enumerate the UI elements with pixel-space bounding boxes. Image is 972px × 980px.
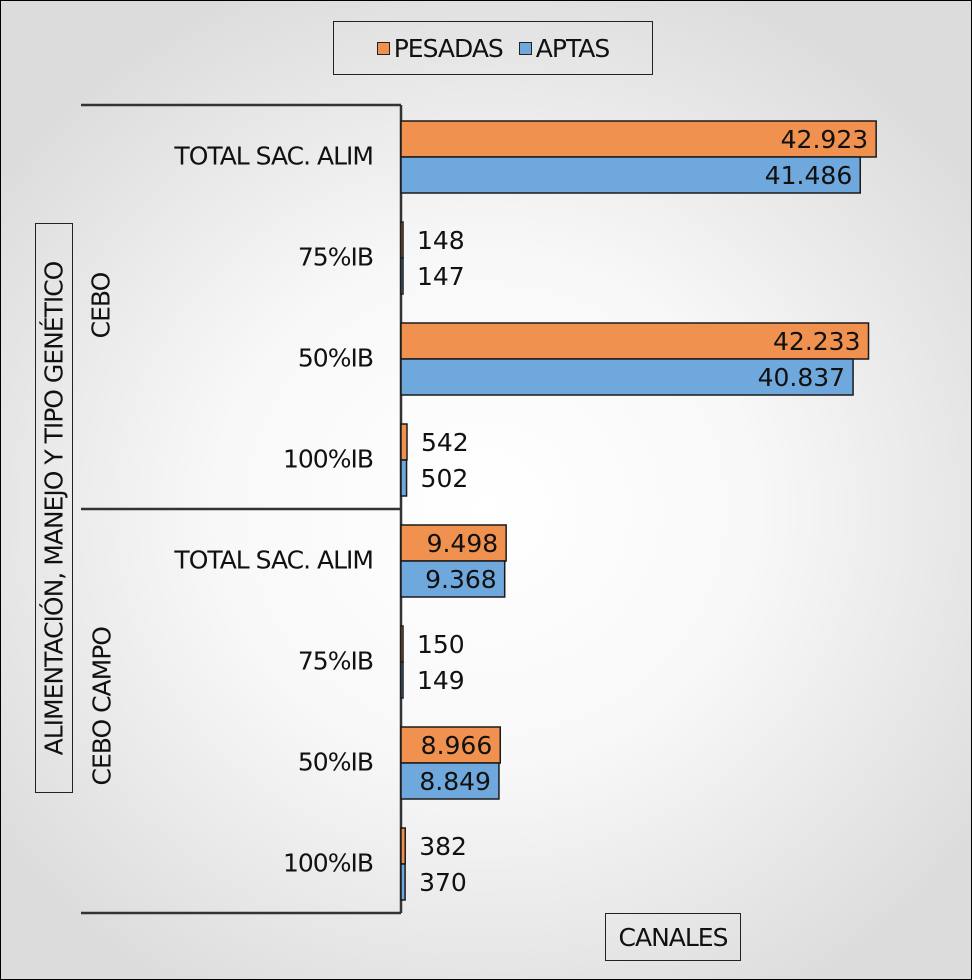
category-label: 50%IB — [298, 344, 373, 373]
legend-label-aptas: APTAS — [535, 33, 610, 63]
bar-aptas — [400, 156, 861, 194]
category-label: TOTAL SAC. ALIM — [173, 546, 373, 575]
category-label: 100%IB — [283, 849, 373, 878]
data-label-pesadas: 150 — [417, 630, 465, 659]
data-label-aptas: 40.837 — [758, 363, 845, 392]
group-label-cebo: CEBO — [86, 272, 116, 339]
category-label: TOTAL SAC. ALIM — [173, 142, 373, 171]
data-label-aptas: 149 — [417, 666, 465, 695]
x-axis-title: CANALES — [605, 913, 741, 961]
group-label-cebo-campo: CEBO CAMPO — [87, 627, 117, 786]
bar-aptas — [400, 257, 404, 295]
data-label-pesadas: 42.233 — [773, 327, 860, 356]
data-label-pesadas: 382 — [419, 832, 467, 861]
bar-aptas — [400, 661, 404, 699]
data-label-pesadas: 8.966 — [421, 731, 493, 760]
y-axis-title-text: ALIMENTACIÓN, MANEJO Y TIPO GENÉTICO — [39, 261, 69, 755]
bar-pesadas — [400, 524, 507, 562]
bar-aptas — [400, 560, 506, 598]
data-label-aptas: 8.849 — [419, 767, 491, 796]
data-label-pesadas: 542 — [421, 428, 469, 457]
legend-item-pesadas: PESADAS — [376, 33, 504, 63]
data-label-aptas: 502 — [421, 464, 469, 493]
data-label-pesadas: 9.498 — [427, 529, 499, 558]
data-label-aptas: 41.486 — [765, 161, 852, 190]
bar-pesadas — [400, 423, 408, 461]
data-label-pesadas: 42.923 — [781, 125, 868, 154]
bar-pesadas — [400, 726, 502, 764]
x-axis-title-text: CANALES — [618, 922, 729, 952]
bar-aptas — [400, 762, 500, 800]
legend-swatch-pesadas — [376, 41, 390, 55]
bar-pesadas — [400, 322, 870, 360]
legend-label-pesadas: PESADAS — [393, 33, 504, 63]
chart-legend: PESADAS APTAS — [333, 21, 653, 75]
category-label: 75%IB — [298, 243, 373, 272]
bar-aptas — [400, 863, 406, 901]
bar-pesadas — [400, 221, 404, 259]
bar-aptas — [400, 459, 408, 497]
bar-pesadas — [400, 827, 406, 865]
data-label-aptas: 9.368 — [425, 565, 497, 594]
data-label-pesadas: 148 — [417, 226, 465, 255]
bar-pesadas — [400, 120, 877, 158]
bar-aptas — [400, 358, 854, 396]
legend-swatch-aptas — [518, 41, 532, 55]
data-label-aptas: 370 — [419, 868, 467, 897]
data-label-aptas: 147 — [417, 262, 465, 291]
legend-item-aptas: APTAS — [518, 33, 610, 63]
category-label: 50%IB — [298, 748, 373, 777]
category-label: 75%IB — [298, 647, 373, 676]
bar-pesadas — [400, 625, 404, 663]
y-axis-title: ALIMENTACIÓN, MANEJO Y TIPO GENÉTICO — [35, 223, 73, 793]
category-label: 100%IB — [283, 445, 373, 474]
